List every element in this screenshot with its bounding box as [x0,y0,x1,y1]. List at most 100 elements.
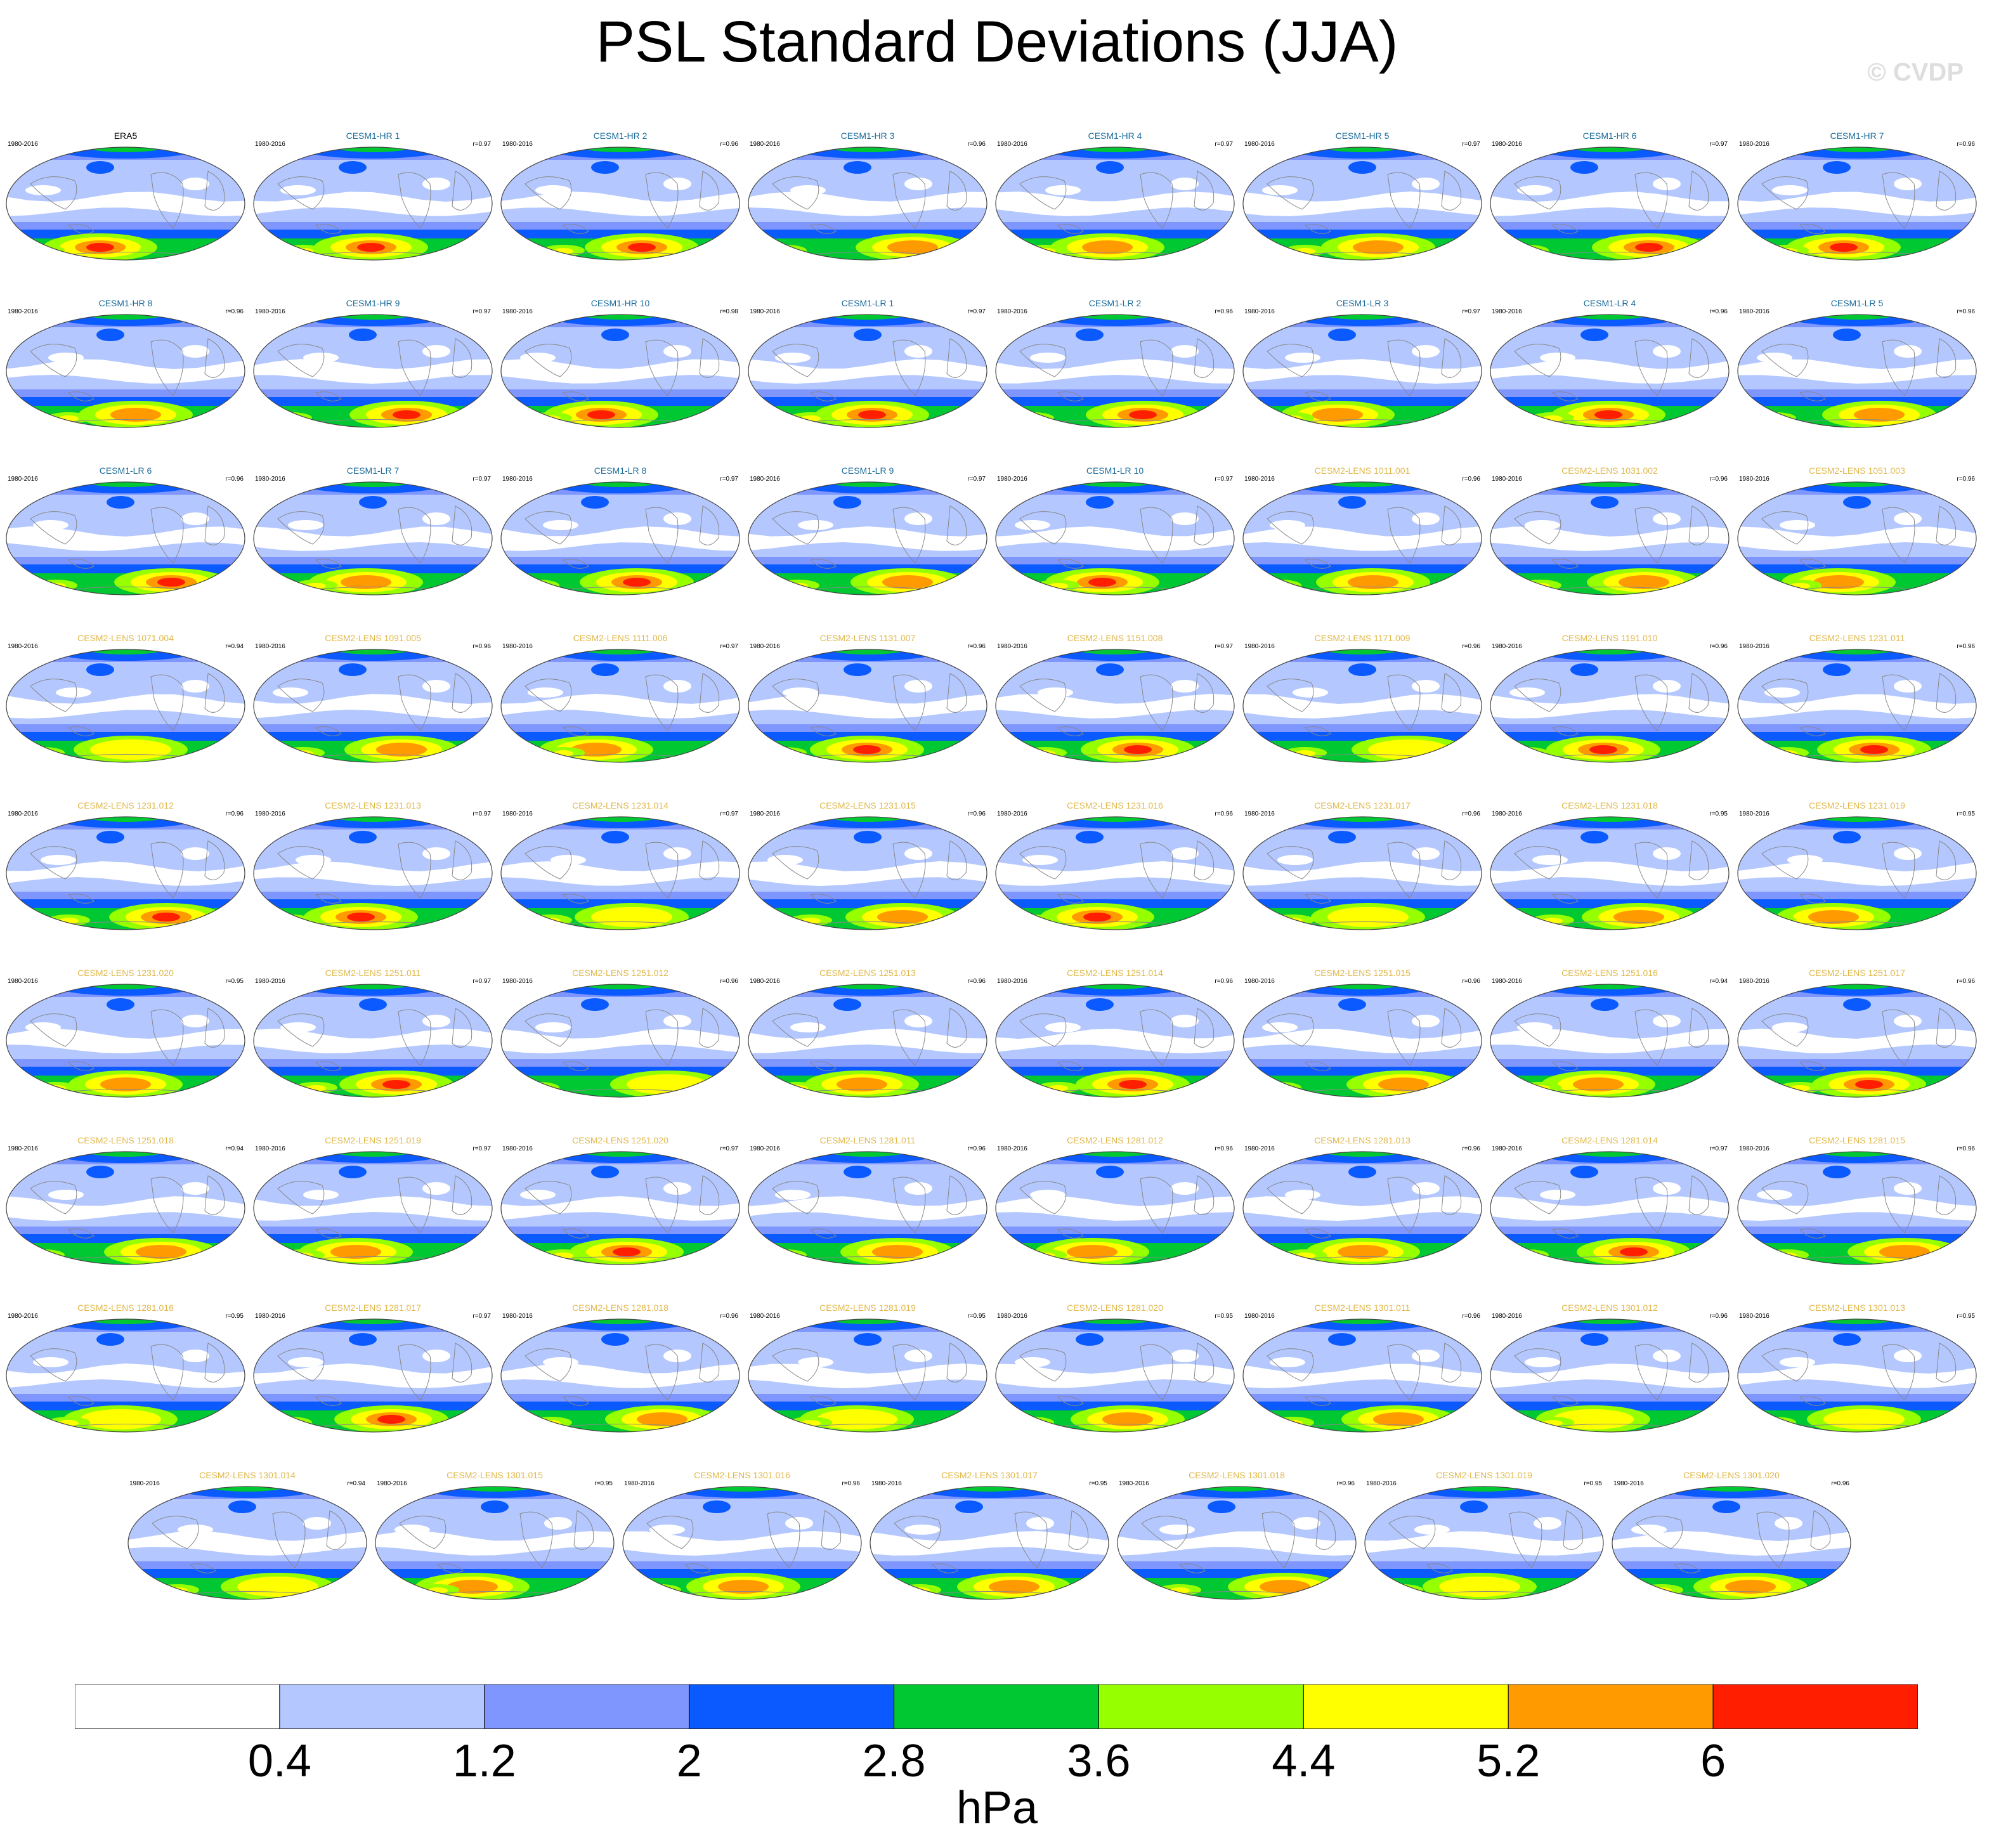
panel-pattern-correlation: r=0.97 [1709,1145,1728,1152]
panel-years: 1980-2016 [8,1313,38,1320]
panel-years: 1980-2016 [1244,810,1275,817]
colorbar-tick-label: 2 [676,1736,702,1786]
panel-years: 1980-2016 [871,1480,902,1487]
panel-pattern-correlation: r=0.96 [1957,643,1975,650]
contour-map [1612,1486,1851,1600]
map-panel: CESM1-HR 9 1980-2016 r=0.97 [252,298,493,464]
map-panel: CESM2-LENS 1251.019 1980-2016 r=0.97 [252,1135,493,1301]
panel-title: CESM2-LENS 1231.012 [77,800,174,810]
map-panel: CESM1-LR 9 1980-2016 r=0.97 [747,465,988,632]
panel-pattern-correlation: r=0.98 [720,308,738,315]
contour-map [6,649,245,763]
panel-title: CESM2-LENS 1231.017 [1314,800,1411,810]
contour-map [500,1318,740,1433]
panel-years: 1980-2016 [1739,141,1769,148]
map-panel: CESM2-LENS 1231.011 1980-2016 r=0.96 [1737,633,1978,799]
contour-map [1490,1151,1730,1265]
contour-map [995,314,1235,428]
map-panel: CESM2-LENS 1231.017 1980-2016 r=0.96 [1242,800,1483,966]
panel-years: 1980-2016 [997,1145,1027,1152]
contour-map [500,649,740,763]
panel-pattern-correlation: r=0.96 [967,810,986,817]
map-panel: CESM2-LENS 1231.018 1980-2016 r=0.95 [1489,800,1730,966]
panel-title: CESM1-LR 10 [1086,465,1144,476]
colorbar-swatch [75,1684,280,1729]
panel-years: 1980-2016 [8,978,38,985]
panel-pattern-correlation: r=0.95 [1215,1313,1233,1320]
contour-map [995,649,1235,763]
panel-title: CESM2-LENS 1231.020 [77,968,174,978]
map-panel: CESM2-LENS 1281.019 1980-2016 r=0.95 [747,1303,988,1469]
panel-pattern-correlation: r=0.97 [472,1313,491,1320]
panel-title: CESM2-LENS 1191.010 [1561,633,1658,643]
map-panel: CESM2-LENS 1051.003 1980-2016 r=0.96 [1737,465,1978,632]
panel-years: 1980-2016 [502,810,533,817]
map-panel: CESM2-LENS 1251.018 1980-2016 r=0.94 [5,1135,246,1301]
map-panel: CESM1-LR 7 1980-2016 r=0.97 [252,465,493,632]
panel-pattern-correlation: r=0.96 [1462,810,1480,817]
contour-map [500,146,740,261]
panel-pattern-correlation: r=0.96 [1336,1480,1355,1487]
panel-pattern-correlation: r=0.97 [967,308,986,315]
panel-title: CESM2-LENS 1251.014 [1067,968,1163,978]
contour-map [500,984,740,1098]
panel-pattern-correlation: r=0.95 [1957,810,1975,817]
map-panel: CESM2-LENS 1251.016 1980-2016 r=0.94 [1489,968,1730,1134]
contour-map [995,1318,1235,1433]
map-panel: CESM1-LR 5 1980-2016 r=0.96 [1737,298,1978,464]
colorbar-tick-label: 3.6 [1067,1736,1131,1786]
panel-years: 1980-2016 [8,141,38,148]
panel-title: CESM2-LENS 1301.012 [1561,1303,1658,1313]
colorbar-tick-label: 4.4 [1272,1736,1336,1786]
map-panel: CESM1-HR 6 1980-2016 r=0.97 [1489,131,1730,297]
contour-map [1490,146,1730,261]
panel-years: 1980-2016 [8,810,38,817]
map-panel: CESM2-LENS 1231.019 1980-2016 r=0.95 [1737,800,1978,966]
contour-map [995,146,1235,261]
contour-map [622,1486,862,1600]
panel-title: CESM2-LENS 1251.013 [819,968,916,978]
panel-title: CESM2-LENS 1281.020 [1067,1303,1163,1313]
map-panel: CESM2-LENS 1111.006 1980-2016 r=0.97 [500,633,741,799]
contour-map [995,481,1235,595]
map-panel: CESM2-LENS 1071.004 1980-2016 r=0.94 [5,633,246,799]
contour-map [748,146,987,261]
panel-years: 1980-2016 [1739,643,1769,650]
panel-pattern-correlation: r=0.96 [720,1313,738,1320]
panel-years: 1980-2016 [750,141,780,148]
panel-pattern-correlation: r=0.96 [1831,1480,1849,1487]
panel-years: 1980-2016 [255,810,285,817]
panel-years: 1980-2016 [1613,1480,1644,1487]
contour-map [748,984,987,1098]
panel-years: 1980-2016 [1739,810,1769,817]
panel-pattern-correlation: r=0.96 [1462,978,1480,985]
contour-map [748,481,987,595]
panel-pattern-correlation: r=0.97 [720,643,738,650]
colorbar-tick-label: 5.2 [1476,1736,1541,1786]
panel-years: 1980-2016 [1492,308,1522,315]
panel-years: 1980-2016 [750,1313,780,1320]
panel-pattern-correlation: r=0.96 [1215,810,1233,817]
colorbar-swatch [1303,1684,1509,1729]
panel-pattern-correlation: r=0.97 [720,1145,738,1152]
panel-title: CESM2-LENS 1231.014 [572,800,668,810]
panel-title: CESM2-LENS 1011.001 [1314,465,1411,476]
panel-pattern-correlation: r=0.94 [225,1145,244,1152]
panel-pattern-correlation: r=0.94 [347,1480,365,1487]
panel-title: CESM2-LENS 1301.011 [1314,1303,1411,1313]
panel-pattern-correlation: r=0.95 [1089,1480,1107,1487]
panel-years: 1980-2016 [1492,1313,1522,1320]
map-panel: CESM1-HR 8 1980-2016 r=0.96 [5,298,246,464]
contour-map [1490,984,1730,1098]
panel-years: 1980-2016 [1739,1145,1769,1152]
contour-map [1737,481,1977,595]
colorbar-swatch [894,1684,1099,1729]
panel-years: 1980-2016 [1366,1480,1397,1487]
colorbar-tick-label: 6 [1700,1736,1726,1786]
panel-title: CESM2-LENS 1281.012 [1067,1135,1163,1145]
contour-map [253,146,493,261]
map-panel: ERA5 1980-2016 [5,131,246,297]
panel-pattern-correlation: r=0.96 [967,643,986,650]
panel-title: CESM2-LENS 1251.015 [1314,968,1411,978]
map-panel: CESM2-LENS 1031.002 1980-2016 r=0.96 [1489,465,1730,632]
